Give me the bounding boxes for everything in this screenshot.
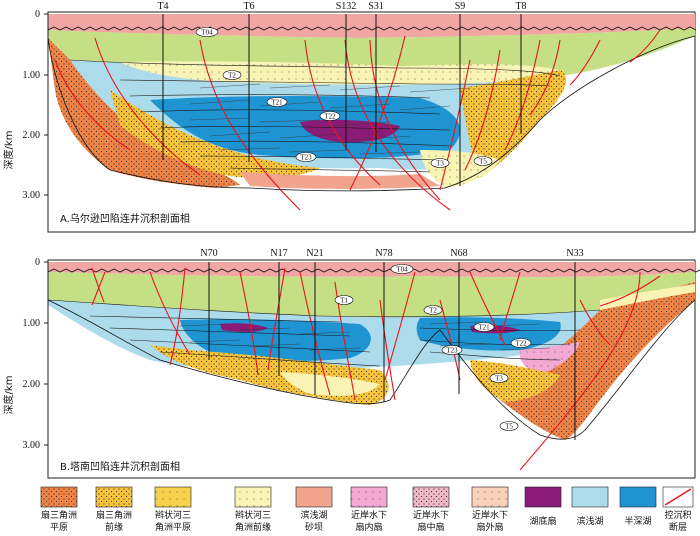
legend-label: 前缘 [105,521,123,533]
legend-item-fan-delta-front: 扇三角洲 前缘 [95,486,133,533]
legend-label: 滨浅湖 [300,509,327,521]
legend-label: 扇外扇 [476,521,503,533]
legend-label: 断层 [669,521,687,533]
legend-label: 角洲平原 [155,521,191,533]
well-label-t4: T4 [157,1,168,12]
well-label-n21: N21 [306,248,323,259]
well-label-t6: T6 [243,1,254,12]
horizon-label: T3 [436,160,444,168]
well-label-n17: N17 [270,248,287,259]
horizon-label: T2 [228,72,236,80]
horizon-label: T1 [340,297,348,305]
panel-b-horizon-labels: T04 T1 T2 T21 T22 T23 T3 T5 [334,264,532,431]
legend-label: 扇三角洲 [41,509,77,521]
legend-label: 平原 [50,522,68,533]
panel-a-strata [69,59,561,173]
legend-label: 湖底扇 [529,515,556,527]
horizon-label: T04 [396,266,408,274]
legend-label: 辫状河三 [155,509,191,521]
legend-item-shallow-lake: 滨浅湖 [571,486,609,527]
legend-item-shore-bar: 滨浅湖 砂坝 [295,486,333,533]
legend-label: 近岸水下 [413,509,449,521]
legend-label: 扇内扇 [355,521,382,533]
legend-item-turbidite-fan: 湖底扇 [524,486,562,527]
depth-tick: 0 [35,9,40,20]
panel-b-basement-line [47,299,696,440]
legend-item-outer-fan: 近岸水下 扇外扇 [471,486,509,533]
horizon-label: T21 [271,99,283,107]
panel-b-top-layer [48,262,695,278]
legend-label: 控沉积 [664,509,691,521]
horizon-label: T22 [324,113,336,121]
legend-label: 辫状河三 [235,509,271,521]
depth-tick: 3.00 [23,440,41,451]
horizon-label: T3 [495,375,503,383]
well-label-n70: N70 [200,248,217,259]
well-label-t8: T8 [515,1,526,12]
horizon-label: T21 [478,324,490,332]
legend-label: 扇中扇 [417,521,444,533]
legend-label: 扇三角洲 [96,509,132,521]
panel-a-horizon-labels: T04 T2 T21 T22 T23 T3 T5 [195,27,493,168]
panel-b-turbidite [220,323,268,333]
legend-label: 角洲前缘 [235,521,271,533]
panel-b: N70 N17 N21 N78 N68 N33 T04 T1 T2 T21 T2… [2,248,700,479]
depth-tick: 0 [35,257,40,268]
panel-a-shore-bar [240,172,440,189]
legend-item-semi-deep-lake: 半深湖 [619,486,657,527]
horizon-label: T04 [201,29,213,37]
horizon-label: T5 [505,423,513,431]
horizon-label: T5 [479,158,487,166]
well-label-s132: S132 [336,1,357,12]
horizon-label: T22 [515,340,527,348]
legend: 扇三角洲 平原 扇三角洲 前缘 辫状河三 角洲平原 辫状河三 角洲前缘 滨浅湖 … [40,486,694,533]
y-axis-label: 深度/km [2,376,15,415]
panel-a-basement-line [47,35,696,192]
legend-item-fan-delta-plain: 扇三角洲 平原 [40,486,78,533]
panel-b-green-layer [48,272,695,317]
legend-label: 砂坝 [305,521,323,533]
panel-a-turbidite [300,119,400,143]
depth-tick: 1.00 [23,318,41,329]
well-label-s9: S9 [455,1,466,12]
legend-label: 近岸水下 [351,509,387,521]
panel-a-title: A.乌尔逊凹陷连井沉积剖面相 [60,212,190,225]
well-label-n33: N33 [566,248,583,259]
legend-label: 近岸水下 [472,509,508,521]
panel-b-depth-axis: 0 1.00 2.00 3.00 深度/km [2,257,49,478]
horizon-label: T23 [446,347,458,355]
legend-item-braided-delta-plain: 辫状河三 角洲平原 [154,486,192,533]
legend-item-braided-delta-front: 辫状河三 角洲前缘 [234,486,272,533]
legend-item-inner-fan: 近岸水下 扇内扇 [350,486,388,533]
depth-tick: 1.00 [23,70,41,81]
panel-b-unconformity [47,268,700,273]
well-label-n68: N68 [450,248,467,259]
panel-b-strata [47,299,601,367]
legend-label: 半深湖 [624,515,651,527]
legend-item-middle-fan: 近岸水下 扇中扇 [412,486,450,533]
panel-a-depth-axis: 0 1.00 2.00 3.00 深度/km [2,9,49,232]
depth-tick: 2.00 [23,130,41,141]
panel-a: T4 T6 S132 S31 S9 T8 T04 T2 T21 T22 T23 … [2,1,697,233]
y-axis-label: 深度/km [2,131,15,170]
depth-tick: 2.00 [23,379,41,390]
panel-a-wells [162,14,522,186]
panel-a-unconformity [47,26,697,31]
horizon-label: T2 [429,307,437,315]
fault-line-icon [664,488,692,506]
depth-tick: 3.00 [23,190,41,201]
panel-b-wells [208,262,576,440]
panel-a-faults [54,29,661,211]
panel-b-title: B.塔南凹陷连井沉积剖面相 [60,460,180,473]
horizon-label: T23 [300,154,312,162]
well-label-s31: S31 [368,1,384,12]
panel-b-faults [91,267,661,471]
legend-label: 滨浅湖 [576,515,603,527]
well-label-n78: N78 [375,248,392,259]
legend-item-fault: 控沉积 断层 [662,486,694,533]
